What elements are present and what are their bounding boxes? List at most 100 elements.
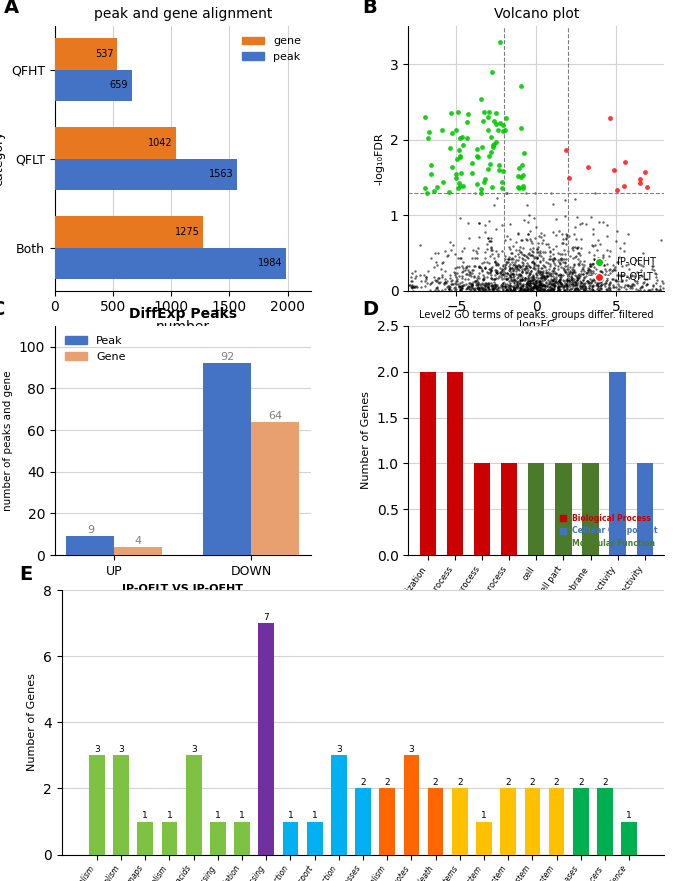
Point [547,284,558,298]
Point [561,274,572,288]
Point [493,270,504,284]
Point [573,270,584,285]
Point [469,274,480,288]
Point [508,268,519,282]
Point [552,279,563,293]
Point [580,280,590,294]
Point [489,271,500,285]
Point [520,264,531,278]
Point [455,131,466,145]
Point [464,231,475,245]
Point [510,280,521,294]
Point [508,263,519,278]
Point [549,279,560,293]
Point [534,278,545,292]
Point [460,272,471,286]
Point [488,275,499,289]
Point [561,280,572,294]
Point [596,276,607,290]
Point [515,281,526,295]
Point [460,263,471,278]
Bar [501,463,517,555]
Point [600,282,611,296]
Point [605,262,616,276]
Point [439,244,450,258]
Point [462,279,473,293]
Point [562,278,573,292]
Point [545,272,556,286]
Point [543,278,553,292]
Point [525,281,536,295]
Point [518,279,529,293]
Point [478,114,489,128]
Point [495,267,506,281]
Point [574,269,585,283]
Point [470,259,481,273]
Point [478,255,489,270]
Point [507,284,518,298]
Point [508,273,519,287]
Point [500,233,511,247]
Point [516,282,527,296]
Point [538,259,549,273]
Point [538,282,549,296]
Bar [138,821,153,855]
Point [569,264,580,278]
Point [541,266,552,280]
Point [488,272,499,286]
Point [569,219,580,233]
Point [547,281,558,295]
Point [545,280,556,294]
Point [534,278,545,292]
Point [527,268,538,282]
Point [486,283,497,297]
Point [503,252,514,266]
Point [549,257,560,271]
Point [533,229,544,243]
Point [528,277,539,291]
Point [584,283,595,297]
Point [499,122,510,137]
Point [500,186,511,200]
Point [521,280,532,294]
Point [501,271,512,285]
Point [554,282,565,296]
Point [458,261,469,275]
Point [482,237,493,251]
Text: 2: 2 [530,778,535,787]
Point [509,272,520,286]
Point [515,240,526,254]
Point [575,278,586,292]
Point [604,281,615,295]
Point [462,281,473,295]
Point [526,255,537,269]
Point [516,265,527,279]
Point [566,264,577,278]
Point [556,254,566,268]
Point [486,263,497,278]
Point [477,281,488,295]
Point [505,278,516,292]
Legend: IP-QFHT, IP-QFLT: IP-QFHT, IP-QFLT [586,253,660,285]
Point [473,260,484,274]
Point [458,263,469,278]
Text: 1275: 1275 [175,227,200,237]
Point [555,267,566,281]
Point [549,278,560,292]
Point [469,270,479,284]
Point [584,278,595,292]
Point [456,259,467,273]
Point [588,227,599,241]
Point [502,266,513,280]
Point [587,279,598,293]
Point [597,248,608,263]
Point [555,271,566,285]
Point [560,226,571,241]
Point [547,277,558,291]
Point [517,270,528,285]
Point [529,280,540,294]
Point [543,267,554,281]
Bar [636,463,653,555]
Point [516,121,527,135]
Point [577,277,588,291]
